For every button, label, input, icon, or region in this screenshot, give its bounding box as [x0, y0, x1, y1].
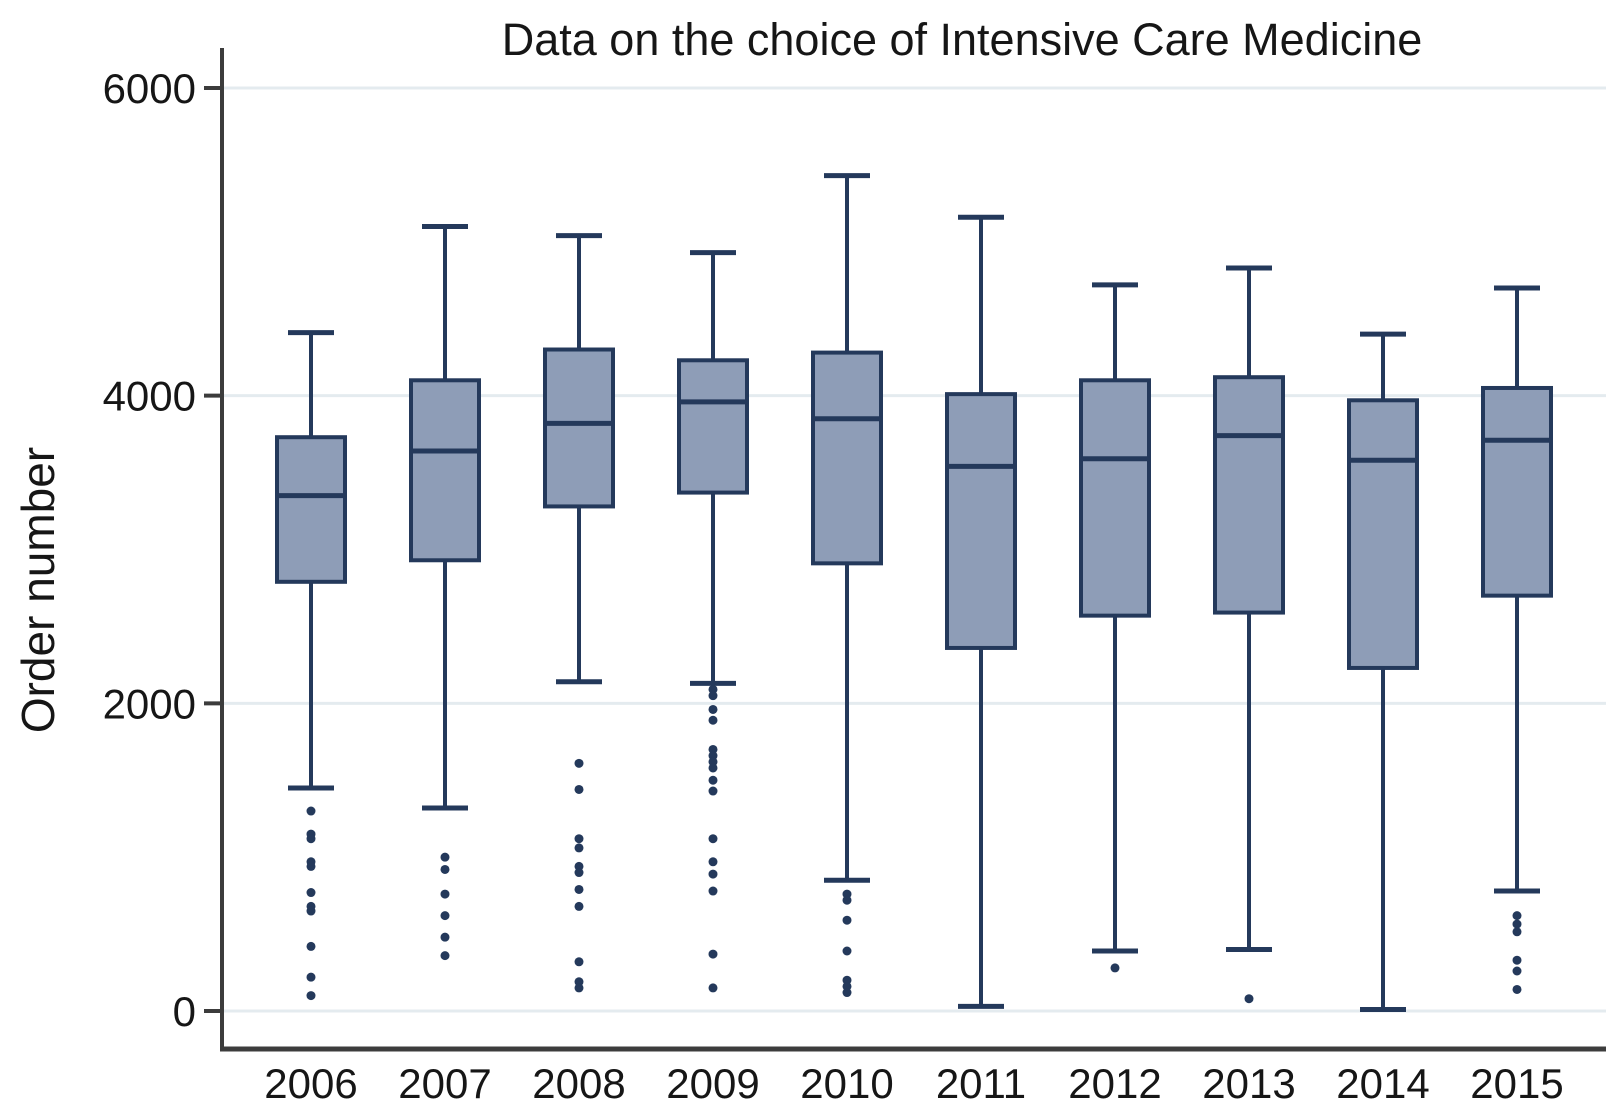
outlier-dot — [708, 763, 718, 773]
outlier-dot — [708, 744, 718, 754]
outlier-dot — [842, 988, 852, 998]
outlier-dot — [708, 691, 718, 701]
outlier-dot — [842, 895, 852, 905]
outlier-dot — [1512, 919, 1522, 929]
outlier-dot — [574, 957, 584, 967]
outlier-dot — [306, 972, 316, 982]
x-tick-label: 2007 — [398, 1060, 491, 1107]
iqr-box — [1347, 398, 1419, 670]
outlier-dot — [842, 981, 852, 991]
outlier-dot — [708, 869, 718, 879]
outlier-dot — [306, 806, 316, 816]
outlier-dot — [440, 852, 450, 862]
outlier-dot — [306, 906, 316, 916]
outlier-dot — [440, 864, 450, 874]
plot-area: 0 2000 4000 6000 2006 2007 2008 2009 2010 2011 201… — [103, 48, 1606, 1107]
x-tick-label: 2009 — [666, 1060, 759, 1107]
y-tick-label: 2000 — [103, 680, 196, 727]
outlier-dot — [1512, 984, 1522, 994]
outlier-dot — [574, 861, 584, 871]
outlier-dot — [708, 949, 718, 959]
y-tick-label: 0 — [173, 988, 196, 1035]
x-tick-label: 2006 — [264, 1060, 357, 1107]
x-tick-label: 2012 — [1068, 1060, 1161, 1107]
outlier-dot — [306, 861, 316, 871]
outlier-dot — [708, 715, 718, 725]
x-tick-label: 2008 — [532, 1060, 625, 1107]
outlier-dot — [708, 775, 718, 785]
y-tick-label: 4000 — [103, 373, 196, 420]
x-tick-label: 2013 — [1202, 1060, 1295, 1107]
outlier-dot — [1110, 963, 1120, 973]
outlier-dot — [440, 932, 450, 942]
outlier-dot — [842, 889, 852, 899]
outlier-dot — [1244, 994, 1254, 1004]
outlier-dot — [1512, 911, 1522, 921]
outlier-dot — [708, 704, 718, 714]
y-tick-label: 6000 — [103, 65, 196, 112]
outlier-dot — [574, 884, 584, 894]
outlier-dot — [708, 857, 718, 867]
boxplot-2015 — [1481, 285, 1553, 994]
iqr-box — [1079, 378, 1151, 618]
outlier-dot — [306, 941, 316, 951]
outlier-dot — [708, 751, 718, 761]
outlier-dot — [306, 991, 316, 1001]
boxplot-2008 — [543, 233, 615, 993]
outlier-dot — [1512, 927, 1522, 937]
outlier-dot — [440, 889, 450, 899]
x-tick-label: 2010 — [800, 1060, 893, 1107]
iqr-box — [275, 435, 347, 584]
y-axis-label: Order number — [12, 447, 64, 733]
outlier-dot — [574, 843, 584, 853]
boxplot-2014 — [1347, 331, 1419, 1012]
iqr-box — [1481, 385, 1553, 598]
boxplot-2009 — [677, 250, 749, 993]
boxplot-2013 — [1213, 265, 1285, 1004]
boxplot-2007 — [409, 223, 481, 961]
iqr-box — [945, 392, 1017, 650]
outlier-dot — [306, 888, 316, 898]
outlier-dot — [708, 983, 718, 993]
outlier-dot — [842, 946, 852, 956]
outlier-dot — [574, 983, 584, 993]
outlier-dot — [574, 868, 584, 878]
outlier-dot — [708, 886, 718, 896]
outlier-dot — [842, 915, 852, 925]
outlier-dot — [708, 757, 718, 767]
x-tick-label: 2011 — [936, 1060, 1026, 1107]
boxplot-2006 — [275, 330, 347, 1001]
boxplot-2010 — [811, 173, 883, 998]
iqr-box — [677, 358, 749, 495]
outlier-dot — [440, 951, 450, 961]
outlier-dot — [574, 901, 584, 911]
iqr-box — [811, 350, 883, 566]
chart-title: Data on the choice of Intensive Care Med… — [502, 14, 1423, 65]
outlier-dot — [708, 834, 718, 844]
outlier-dot — [574, 977, 584, 987]
iqr-box — [1213, 375, 1285, 615]
x-tick-label: 2014 — [1336, 1060, 1429, 1107]
outlier-dot — [306, 834, 316, 844]
iqr-box — [409, 378, 481, 563]
x-tick-label: 2015 — [1470, 1060, 1563, 1107]
outlier-dot — [708, 684, 718, 694]
outlier-dot — [1512, 966, 1522, 976]
outlier-dot — [708, 786, 718, 796]
outlier-dot — [574, 834, 584, 844]
iqr-box — [543, 347, 615, 509]
outlier-dot — [842, 975, 852, 985]
outlier-dot — [1512, 955, 1522, 965]
outlier-dot — [574, 758, 584, 768]
boxplot-2011 — [945, 214, 1017, 1009]
outlier-dot — [574, 784, 584, 794]
outlier-dot — [440, 911, 450, 921]
boxplot-2012 — [1079, 282, 1151, 973]
